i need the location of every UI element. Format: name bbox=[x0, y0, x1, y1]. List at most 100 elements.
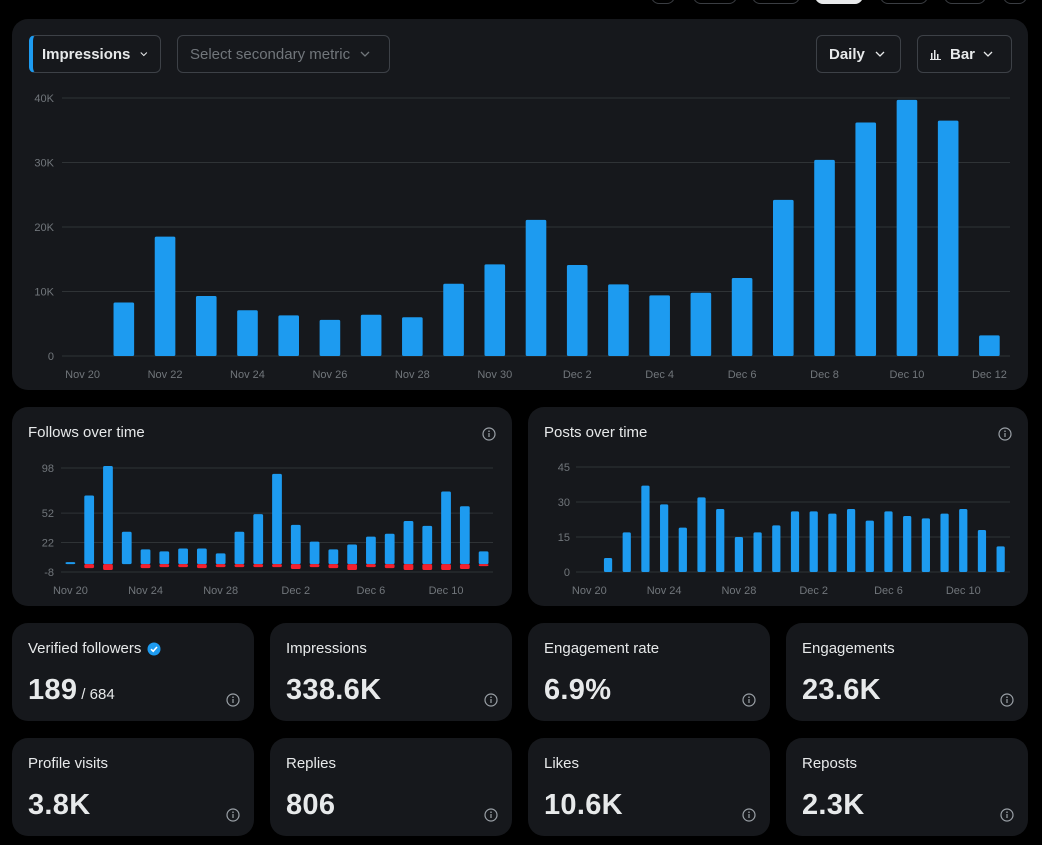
x-tick-label: Nov 24 bbox=[230, 369, 265, 381]
bar bbox=[347, 544, 358, 565]
posts-bar-chart: 0 15 30 45 Nov 20 Nov 24 Nov 28 Dec 2 Dec 6 Dec 1… bbox=[558, 462, 1010, 597]
follows-chart-card: Follows over time -8 22 52 98 Nov 20 Nov 24 No… bbox=[12, 407, 512, 606]
bar bbox=[402, 317, 423, 356]
bar-negative bbox=[422, 564, 433, 571]
y-tick-label: 30 bbox=[558, 497, 570, 509]
bar bbox=[641, 485, 650, 572]
bar bbox=[896, 99, 918, 356]
bar bbox=[828, 513, 837, 572]
primary-metric-select[interactable]: Impressions bbox=[29, 35, 161, 73]
bar bbox=[855, 122, 877, 356]
stat-card-reposts[interactable]: Reposts 2.3K bbox=[786, 738, 1028, 836]
y-tick-label: 52 bbox=[42, 508, 54, 520]
top-toolbar-button-selected[interactable] bbox=[815, 0, 863, 4]
bar bbox=[65, 562, 76, 565]
bar bbox=[753, 532, 762, 572]
info-icon[interactable] bbox=[998, 427, 1012, 441]
bar-negative bbox=[478, 564, 489, 567]
x-tick-label: Nov 24 bbox=[128, 585, 163, 597]
stat-card-impressions[interactable]: Impressions 338.6K bbox=[270, 623, 512, 721]
bar bbox=[921, 518, 930, 572]
stat-value: 6.9% bbox=[544, 674, 612, 706]
info-icon[interactable] bbox=[1000, 808, 1014, 822]
stat-card-profile-visits[interactable]: Profile visits 3.8K bbox=[12, 738, 254, 836]
x-tick-label: Dec 4 bbox=[645, 369, 674, 381]
y-tick-label: 22 bbox=[42, 538, 54, 550]
bar bbox=[215, 553, 226, 565]
bar bbox=[525, 219, 547, 356]
stat-card-engagement-rate[interactable]: Engagement rate 6.9% bbox=[528, 623, 770, 721]
stat-label: Likes bbox=[544, 755, 580, 772]
posts-chart-title: Posts over time bbox=[544, 424, 648, 441]
top-toolbar-button[interactable] bbox=[1003, 0, 1027, 4]
bar-negative bbox=[309, 564, 320, 568]
bar bbox=[608, 284, 629, 356]
bar-negative bbox=[103, 564, 113, 571]
bar bbox=[814, 159, 835, 356]
y-tick-label: 45 bbox=[558, 462, 570, 474]
verified-badge-icon bbox=[147, 642, 161, 655]
stat-value: 189/ 684 bbox=[28, 674, 115, 707]
bar bbox=[140, 549, 151, 565]
bar bbox=[319, 319, 341, 356]
bar bbox=[996, 546, 1005, 572]
bar-negative bbox=[403, 564, 414, 571]
interval-select[interactable]: Daily bbox=[816, 35, 901, 73]
x-tick-label: Nov 30 bbox=[477, 369, 512, 381]
bar bbox=[937, 120, 959, 356]
top-toolbar-button[interactable] bbox=[880, 0, 928, 4]
interval-label: Daily bbox=[829, 45, 865, 63]
bar bbox=[309, 541, 320, 565]
bar bbox=[884, 511, 893, 572]
bar bbox=[734, 537, 744, 572]
bar bbox=[484, 264, 506, 356]
bar-negative bbox=[159, 564, 170, 568]
chart-type-select[interactable]: Bar bbox=[917, 35, 1012, 73]
bar-negative bbox=[253, 564, 264, 568]
bar-negative bbox=[272, 564, 282, 568]
bar bbox=[731, 277, 753, 356]
info-icon[interactable] bbox=[742, 693, 756, 707]
top-toolbar-button[interactable] bbox=[752, 0, 800, 4]
bar-negative bbox=[196, 564, 207, 569]
stat-label: Profile visits bbox=[28, 755, 109, 772]
top-toolbar-button[interactable] bbox=[651, 0, 675, 4]
info-icon[interactable] bbox=[482, 427, 496, 441]
x-tick-label: Dec 6 bbox=[357, 585, 386, 597]
x-tick-label: Dec 8 bbox=[810, 369, 839, 381]
chevron-down-icon bbox=[875, 51, 885, 57]
bar bbox=[159, 551, 170, 565]
x-tick-label: Dec 2 bbox=[281, 585, 310, 597]
y-tick-label: 10K bbox=[34, 287, 54, 299]
bar bbox=[846, 509, 856, 572]
stat-card-likes[interactable]: Likes 10.6K bbox=[528, 738, 770, 836]
info-icon[interactable] bbox=[226, 808, 240, 822]
secondary-metric-select[interactable]: Select secondary metric bbox=[177, 35, 390, 73]
bar bbox=[443, 283, 464, 356]
follows-bar-chart: -8 22 52 98 Nov 20 Nov 24 Nov 28 Dec 2 Dec 6 Dec … bbox=[42, 463, 493, 597]
bar bbox=[773, 199, 794, 356]
stat-value: 2.3K bbox=[802, 789, 865, 821]
stat-card-engagements[interactable]: Engagements 23.6K bbox=[786, 623, 1028, 721]
stat-total: / 684 bbox=[81, 686, 115, 703]
stat-card-verified-followers[interactable]: Verified followers 189/ 684 bbox=[12, 623, 254, 721]
stat-card-replies[interactable]: Replies 806 bbox=[270, 738, 512, 836]
info-icon[interactable] bbox=[1000, 693, 1014, 707]
y-tick-label: 15 bbox=[558, 532, 570, 544]
bar-negative bbox=[178, 564, 188, 568]
info-icon[interactable] bbox=[742, 808, 756, 822]
x-tick-label: Nov 26 bbox=[312, 369, 347, 381]
y-tick-label: 20K bbox=[34, 222, 54, 234]
bar bbox=[678, 527, 687, 572]
bar bbox=[790, 511, 800, 572]
top-toolbar-button[interactable] bbox=[693, 0, 737, 4]
info-icon[interactable] bbox=[484, 808, 498, 822]
info-icon[interactable] bbox=[484, 693, 498, 707]
bar bbox=[154, 236, 176, 356]
y-tick-label: 0 bbox=[564, 567, 570, 579]
bar bbox=[195, 296, 217, 356]
stat-label-text: Verified followers bbox=[28, 640, 142, 657]
bar-negative bbox=[384, 564, 395, 569]
info-icon[interactable] bbox=[226, 693, 240, 707]
top-toolbar-button[interactable] bbox=[944, 0, 986, 4]
